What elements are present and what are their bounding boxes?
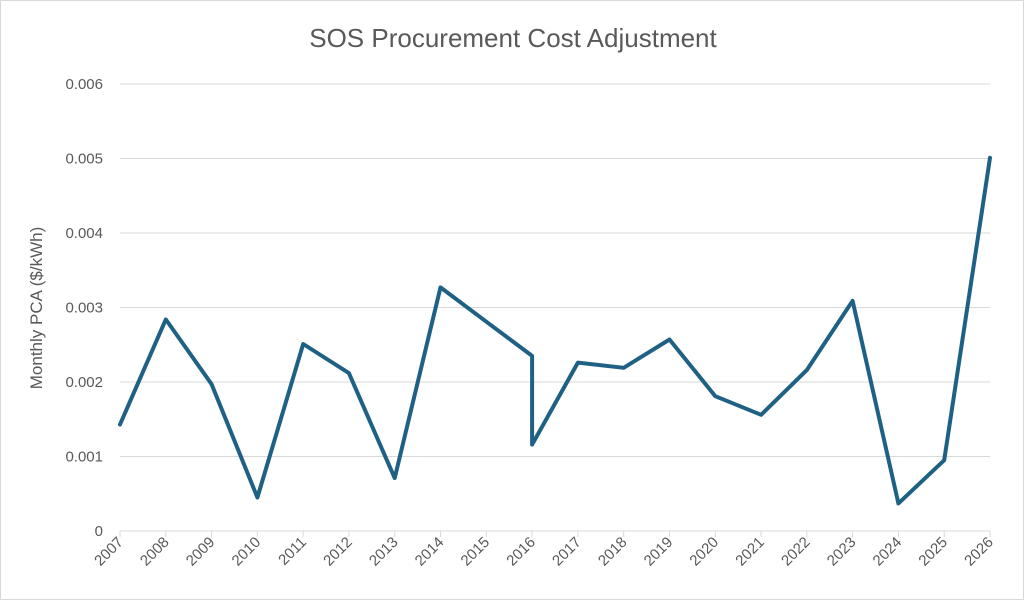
- x-tick-label: 2020: [686, 534, 722, 570]
- x-tick-label: 2012: [320, 534, 356, 570]
- x-tick-label: 2025: [915, 534, 951, 570]
- series-layer: [118, 155, 992, 506]
- x-tick-label: 2009: [183, 534, 219, 570]
- x-tick-label: 2018: [595, 534, 631, 570]
- y-tick-label: 0.001: [65, 449, 103, 466]
- x-tick-label: 2014: [412, 534, 448, 570]
- x-tick-label: 2015: [458, 534, 494, 570]
- x-tick-label: 2013: [366, 534, 402, 570]
- series-line: [118, 155, 992, 506]
- y-tick-label: 0.002: [65, 374, 103, 391]
- x-tick-label: 2010: [229, 534, 265, 570]
- y-tick-label: 0.006: [65, 76, 103, 93]
- y-tick-label: 0.004: [65, 225, 103, 242]
- y-tick-label: 0: [95, 523, 103, 540]
- x-tick-label: 2023: [824, 534, 860, 570]
- x-tick-label: 2024: [870, 534, 906, 570]
- x-axis-ticks: 2007 2008 2009 2010 2011 2012 2013 2014 2015 2016…: [91, 534, 997, 570]
- x-tick-label: 2022: [778, 534, 814, 570]
- x-axis: [119, 530, 991, 537]
- x-tick-label: 2011: [275, 534, 310, 569]
- y-axis-label: Monthly PCA ($/kWh): [27, 227, 46, 390]
- y-axis-ticks: 0 0.001 0.002 0.003 0.004 0.005 0.006: [65, 76, 103, 540]
- x-tick-label: 2021: [732, 534, 768, 570]
- x-tick-label: 2016: [503, 534, 539, 570]
- x-tick-label: 2017: [549, 534, 585, 570]
- chart-title: SOS Procurement Cost Adjustment: [309, 23, 717, 53]
- y-tick-label: 0.005: [65, 151, 103, 168]
- x-tick-label: 2026: [961, 534, 997, 570]
- gridlines: [120, 83, 990, 457]
- x-tick-label: 2008: [137, 534, 173, 570]
- x-tick-label: 2019: [641, 534, 677, 570]
- y-tick-label: 0.003: [65, 300, 103, 317]
